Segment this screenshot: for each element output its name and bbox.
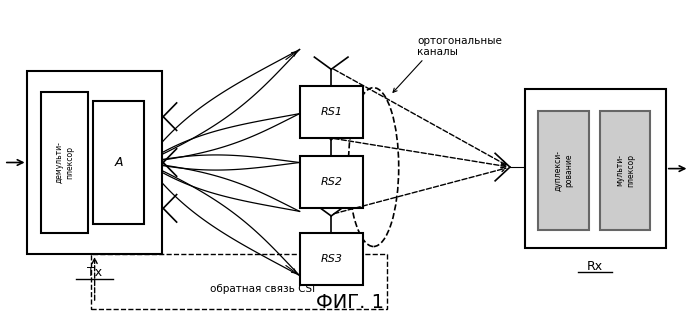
FancyBboxPatch shape xyxy=(300,86,363,138)
FancyBboxPatch shape xyxy=(600,111,650,230)
FancyBboxPatch shape xyxy=(41,92,88,233)
Text: мульти-
плексор: мульти- плексор xyxy=(615,154,635,187)
FancyBboxPatch shape xyxy=(300,156,363,208)
Text: обратная связь CSI: обратная связь CSI xyxy=(210,284,315,294)
Text: ФИГ. 1: ФИГ. 1 xyxy=(316,293,384,312)
Text: RS1: RS1 xyxy=(321,107,342,117)
Text: дуплекси-
рование: дуплекси- рование xyxy=(554,150,573,191)
Text: RS3: RS3 xyxy=(321,254,342,264)
Text: демульти-
плексор: демульти- плексор xyxy=(55,142,74,183)
FancyBboxPatch shape xyxy=(27,71,162,254)
Text: RS2: RS2 xyxy=(321,177,342,187)
FancyBboxPatch shape xyxy=(300,233,363,285)
FancyBboxPatch shape xyxy=(525,89,666,248)
FancyBboxPatch shape xyxy=(93,101,144,224)
FancyBboxPatch shape xyxy=(538,111,589,230)
Text: Rx: Rx xyxy=(587,260,603,273)
Text: A: A xyxy=(114,156,122,169)
Text: ортогональные
каналы: ортогональные каналы xyxy=(417,36,502,57)
Text: Tx: Tx xyxy=(87,266,102,280)
